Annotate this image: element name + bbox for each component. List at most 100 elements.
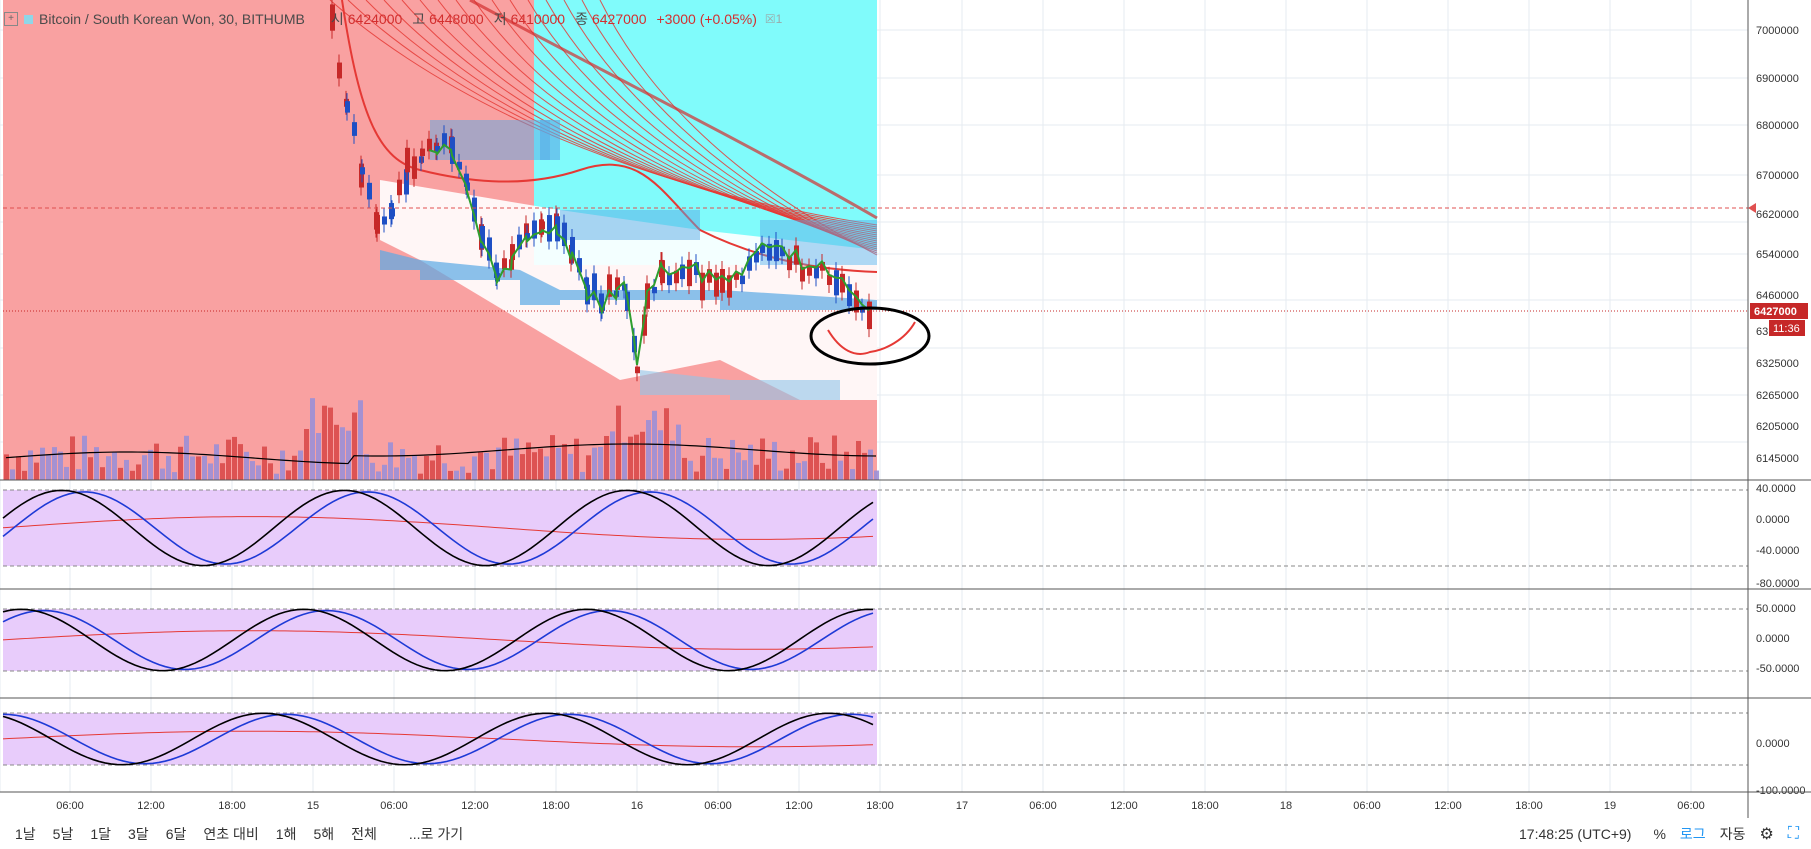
- volume-bar: [178, 446, 183, 480]
- volume-bar: [136, 464, 141, 480]
- goto-date-button[interactable]: ...로 가기: [408, 825, 464, 842]
- volume-bar: [256, 465, 261, 480]
- volume-bar: [172, 472, 177, 480]
- volume-bar: [262, 446, 267, 480]
- candle-body: [390, 208, 395, 217]
- volume-bar: [88, 457, 93, 480]
- range-button[interactable]: 전체: [351, 825, 377, 842]
- main-price-pane[interactable]: [3, 0, 1756, 480]
- volume-bar: [286, 470, 291, 480]
- oscillator-tick-label: -80.0000: [1756, 578, 1799, 590]
- ribbon-line: [383, 0, 878, 232]
- candle-body: [532, 220, 537, 239]
- auto-scale-toggle[interactable]: 자동: [1719, 825, 1746, 842]
- candle-body: [727, 275, 732, 298]
- volume-bar: [202, 455, 207, 480]
- volume-bar: [412, 454, 417, 480]
- oscillator-band: [3, 713, 877, 765]
- volume-bar: [382, 464, 387, 480]
- price-tick-label: 6145000: [1756, 453, 1799, 465]
- volume-bar: [502, 437, 507, 480]
- range-button[interactable]: 연초 대비: [203, 825, 259, 842]
- volume-bar: [394, 467, 399, 480]
- slow-line: [2, 491, 874, 565]
- time-axis[interactable]: 06:00 12:00 18:00 15 06:00 12:00 18:00 16 06:00 1…: [56, 800, 1705, 812]
- oscillator-pane-1[interactable]: 40.0000 0.0000 -40.0000 -80.0000: [2, 483, 1799, 590]
- candle-body: [834, 270, 839, 296]
- volume-bar: [70, 436, 75, 480]
- oscillator-pane-2[interactable]: 50.0000 0.0000 -50.0000: [2, 603, 1799, 675]
- volume-bar: [232, 436, 237, 480]
- volume-bar: [592, 447, 597, 480]
- expand-legend-icon[interactable]: +: [4, 12, 18, 26]
- indicator-toggle-icon[interactable]: ☒: [764, 12, 776, 26]
- candle-body: [397, 179, 402, 196]
- volume-bar: [676, 424, 681, 480]
- volume-bar: [436, 445, 441, 480]
- range-button[interactable]: 6달: [165, 825, 187, 842]
- open-value: 6424000: [347, 11, 403, 27]
- range-button[interactable]: 3달: [128, 825, 149, 842]
- volume-bar: [586, 455, 591, 480]
- candle-body: [720, 268, 725, 293]
- volume-bar: [448, 470, 453, 480]
- oscillator-pane-3[interactable]: 0.0000 -100.0000: [2, 712, 1806, 797]
- range-button[interactable]: 1해: [275, 825, 297, 842]
- volume-bar: [874, 470, 879, 480]
- volume-bar: [562, 443, 567, 480]
- time-tick-label: 18: [1280, 800, 1292, 812]
- ribbon-line: [455, 0, 878, 240]
- volume-bar: [106, 456, 111, 480]
- candle-body: [854, 290, 859, 313]
- fast-line: [2, 608, 874, 672]
- time-tick-label: 17: [956, 800, 968, 812]
- range-button[interactable]: 1달: [90, 825, 112, 842]
- volume-bar: [466, 472, 471, 480]
- price-axis[interactable]: 7000000 6900000 6800000 6700000 6620000 65400…: [1747, 0, 1808, 818]
- candle-body: [667, 274, 672, 286]
- volume-bar: [340, 427, 345, 480]
- percent-scale-toggle[interactable]: %: [1653, 825, 1666, 842]
- indicator-count[interactable]: 1: [775, 12, 783, 26]
- candle-body: [635, 366, 640, 374]
- volume-bar: [328, 407, 333, 480]
- volume-bar: [238, 444, 243, 480]
- volume-bar: [130, 470, 135, 480]
- volume-bar: [556, 447, 561, 480]
- candle-body: [472, 197, 477, 222]
- range-button[interactable]: 5날: [52, 825, 74, 842]
- candle-body: [674, 270, 679, 284]
- time-tick-label: 12:00: [1110, 800, 1138, 812]
- price-tick-label: 6540000: [1756, 249, 1799, 261]
- fullscreen-icon[interactable]: ⛶: [1787, 824, 1799, 842]
- range-button[interactable]: 5해: [313, 825, 335, 842]
- volume-bar: [838, 460, 843, 480]
- volume-bar: [94, 447, 99, 480]
- volume-bar: [166, 455, 171, 480]
- annotation-circle[interactable]: [809, 306, 931, 366]
- candle-body: [382, 216, 387, 225]
- cloud-band: [560, 210, 700, 240]
- log-scale-toggle[interactable]: 로그: [1679, 825, 1706, 842]
- price-tick-label: 6800000: [1756, 120, 1799, 132]
- timezone-clock[interactable]: 17:48:25 (UTC+9): [1519, 825, 1632, 842]
- volume-bar: [790, 450, 795, 480]
- time-tick-label: 18:00: [866, 800, 894, 812]
- cloud-band: [380, 250, 877, 310]
- annotation-curve[interactable]: [827, 321, 916, 355]
- symbol-title[interactable]: Bitcoin / South Korean Won, 30, BITHUMB: [39, 11, 305, 27]
- volume-bar: [856, 440, 861, 480]
- candle-body: [435, 145, 440, 153]
- time-tick-label: 18:00: [1515, 800, 1543, 812]
- volume-bar: [706, 437, 711, 480]
- volume-bar: [190, 456, 195, 480]
- price-tick-label: 7000000: [1756, 25, 1799, 37]
- volume-bar: [778, 470, 783, 480]
- oscillator-band: [3, 490, 877, 566]
- volume-bar: [646, 420, 651, 480]
- gear-icon[interactable]: ⚙: [1759, 825, 1774, 843]
- range-button[interactable]: 1날: [15, 825, 36, 842]
- time-tick-label: 15: [307, 800, 319, 812]
- candle-body: [367, 182, 372, 200]
